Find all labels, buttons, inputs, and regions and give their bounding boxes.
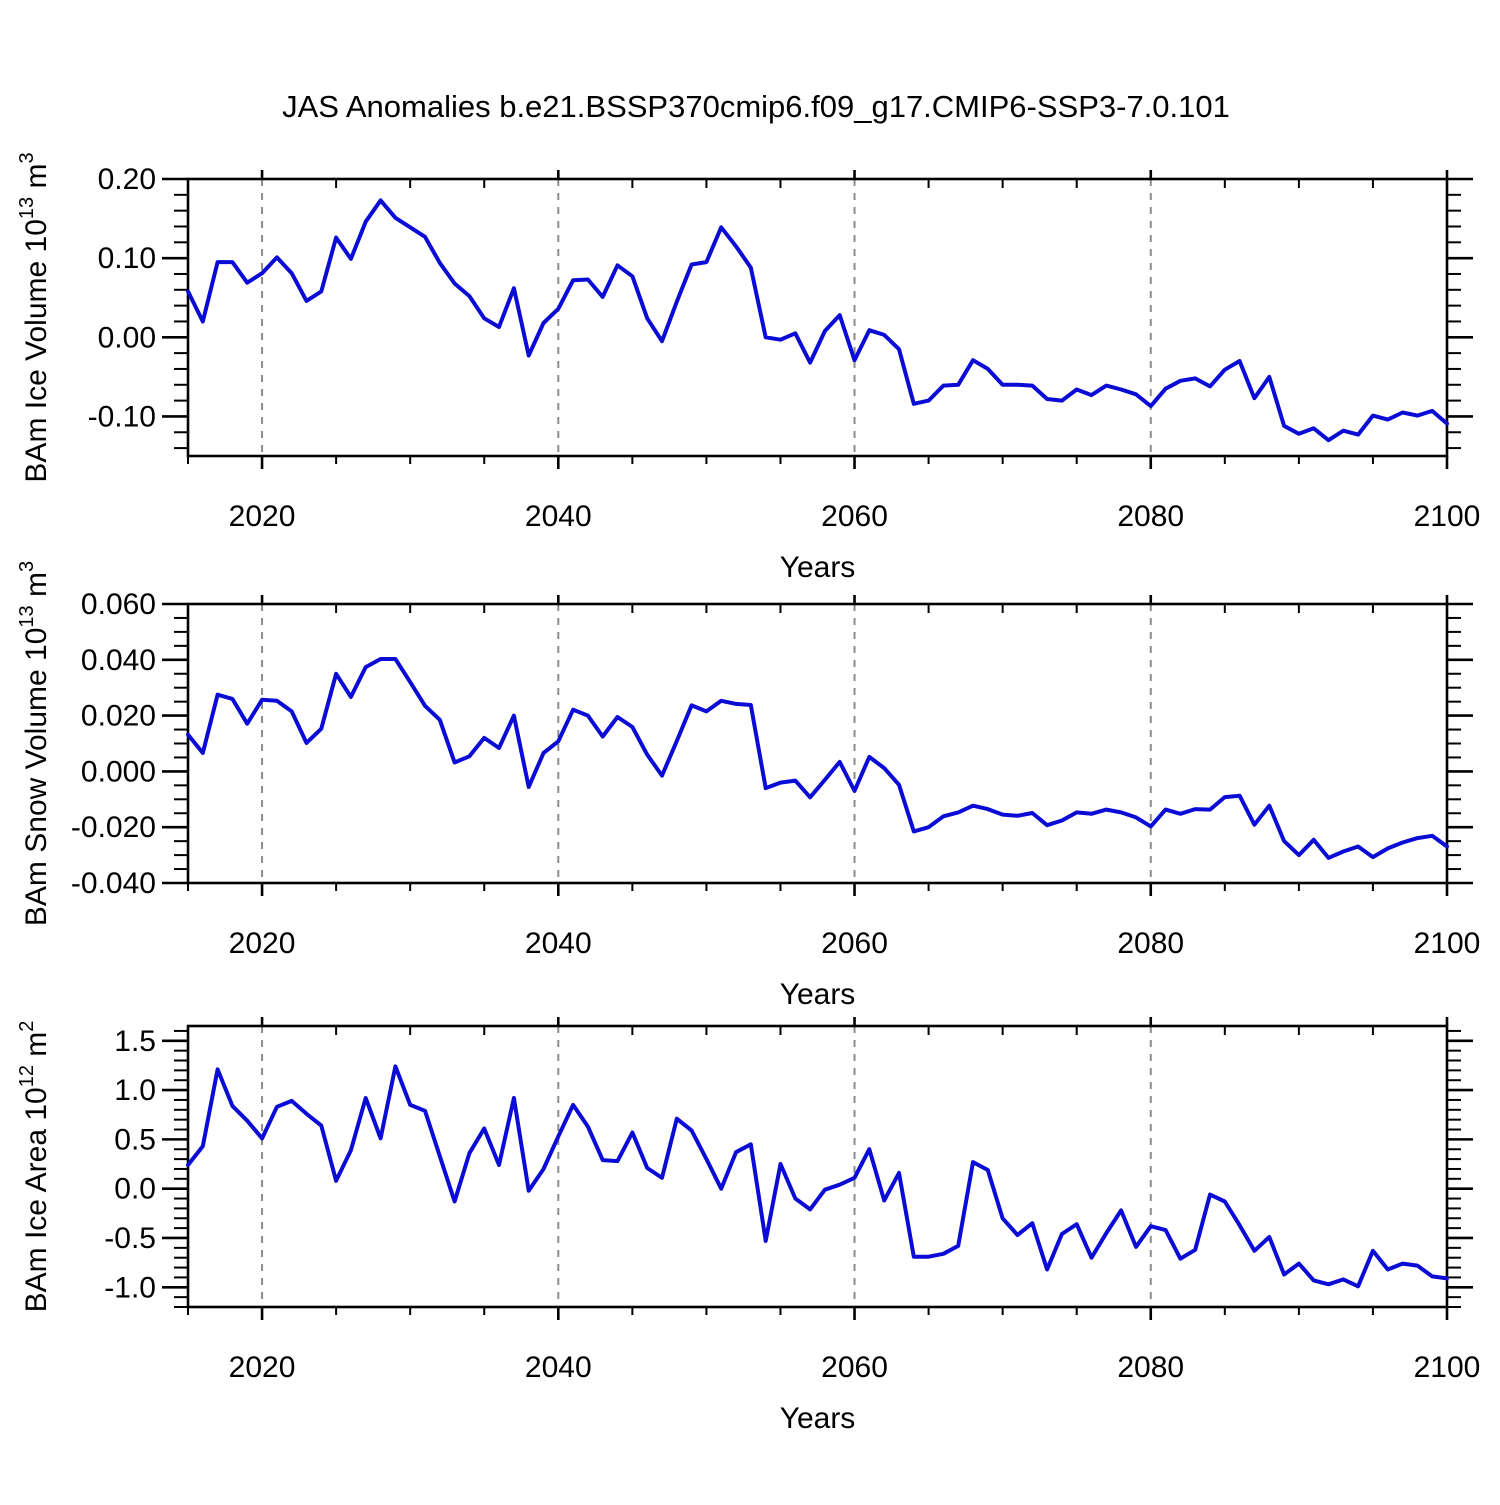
plot-box [186, 602, 1449, 885]
panel-bam-snow-volume: 2020 2040 2060 2080 2100 0.060 0.040 0.020 0.000… [16, 561, 1480, 1011]
x-tick-label: 2020 [229, 500, 296, 533]
y-tick-label: -0.10 [88, 400, 156, 433]
x-tick-label: 2060 [821, 1351, 888, 1384]
x-tick-label: 2040 [525, 1351, 592, 1384]
series-line-bam-snow-volume [186, 657, 1449, 860]
x-tick-label: 2020 [229, 1351, 296, 1384]
y-tick-label: -1.0 [104, 1271, 156, 1304]
y-tick-label: 1.5 [114, 1025, 156, 1058]
y-tick-label: 0.10 [98, 242, 156, 275]
series-line-bam-ice-area [186, 1064, 1449, 1289]
x-tick-label: 2060 [821, 927, 888, 960]
x-tick-label: 2020 [229, 927, 296, 960]
x-axis-label-bam-ice-area: Years [780, 1402, 856, 1435]
x-axis-label-bam-snow-volume: Years [780, 978, 856, 1011]
y-tick-label: -0.020 [71, 811, 156, 844]
x-tick-label: 2100 [1414, 500, 1481, 533]
x-tick-label: 2100 [1414, 927, 1481, 960]
y-axis-label-bam-ice-volume: BAm Ice Volume 1013 m3 [16, 152, 53, 482]
x-tick-label: 2080 [1117, 1351, 1184, 1384]
x-tick-label: 2100 [1414, 1351, 1481, 1384]
y-tick-label: 0.000 [81, 755, 156, 788]
panel-bam-ice-volume: 2020 2040 2060 2080 2100 0.20 0.10 0.00 -0.10 BAm… [16, 152, 1480, 584]
chart-title: JAS Anomalies b.e21.BSSP370cmip6.f09_g17… [282, 89, 1230, 124]
y-tick-label: 0.20 [98, 163, 156, 196]
y-tick-label: 0.5 [114, 1123, 156, 1156]
panel-bam-ice-area: 2020 2040 2060 2080 2100 1.5 1.0 0.5 0.0 -0.5 -1.0… [16, 1017, 1480, 1435]
series-line-bam-ice-volume [186, 198, 1449, 443]
y-tick-label: 0.0 [114, 1173, 156, 1206]
plot-box [186, 177, 1449, 458]
plot-box [186, 1024, 1449, 1309]
y-tick-label: 0.040 [81, 644, 156, 677]
y-tick-label: 0.00 [98, 321, 156, 354]
x-tick-label: 2080 [1117, 500, 1184, 533]
y-tick-label: 0.020 [81, 700, 156, 733]
x-tick-label: 2080 [1117, 927, 1184, 960]
y-tick-label: -0.5 [104, 1222, 156, 1255]
x-tick-label: 2040 [525, 500, 592, 533]
y-axis-label-bam-snow-volume: BAm Snow Volume 1013 m3 [16, 561, 53, 926]
y-tick-label: 0.060 [81, 588, 156, 621]
x-tick-label: 2040 [525, 927, 592, 960]
y-tick-label: 1.0 [114, 1074, 156, 1107]
y-tick-label: -0.040 [71, 867, 156, 900]
y-axis-label-bam-ice-area: BAm Ice Area 1012 m2 [16, 1021, 53, 1313]
x-tick-label: 2060 [821, 500, 888, 533]
x-axis-label-bam-ice-volume: Years [780, 551, 856, 584]
